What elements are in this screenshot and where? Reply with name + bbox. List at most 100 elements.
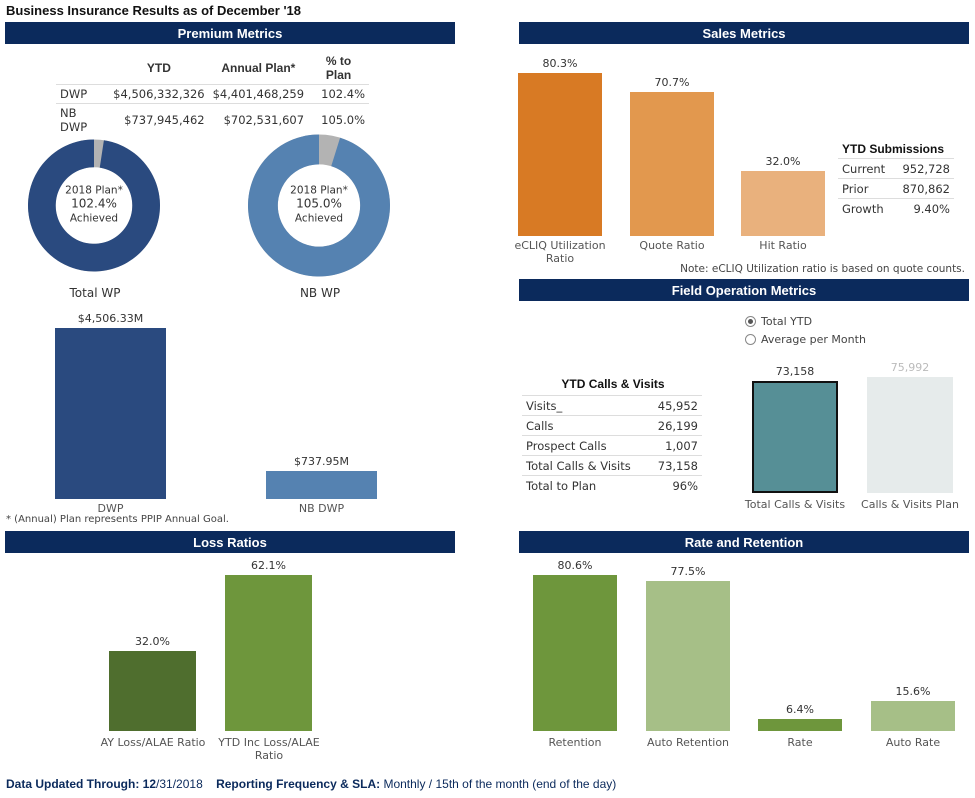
chart-bar [867,377,953,493]
bar-category-label: Rate [787,736,813,749]
bar-data-label: 62.1% [251,559,286,572]
donut-center-text: 102.4% [71,197,117,211]
table-cell: 952,728 [893,158,954,179]
donut-chart: 2018 Plan*105.0% Achieved [247,134,391,277]
table-row: Visits_ 45,952 [522,395,702,416]
bar-data-label: 6.4% [786,703,814,716]
bar-category-label: Auto Retention [646,736,730,749]
chart-bar [533,575,617,731]
table-cell: 26,199 [648,415,702,436]
donut-center-text: Achieved [70,213,118,225]
bar-data-label: 80.6% [557,559,593,572]
radio-unselected-icon [745,334,756,345]
sla-value: Monthly / 15th of the month (end of the … [383,777,617,791]
updated-value-bold: 12 [142,777,157,791]
bar-category-label: AY Loss/ALAE Ratio [100,736,206,749]
field-operation-header: Field Operation Metrics [519,279,969,301]
table-row: DWP $4,506,332,326 $4,401,468,259 102.4% [56,84,369,104]
updated-value: /31/2018 [156,777,203,791]
bar-category-label: Calls & Visits Plan [861,498,959,511]
chart-bar [518,73,602,236]
bar-category-label: eCLIQ Utilization Ratio [514,239,606,265]
table-cell: Calls [522,415,649,436]
donut-center-text: 2018 Plan* [290,185,348,197]
table-cell: 73,158 [648,455,702,476]
table-row: Total to Plan 96% [522,475,702,496]
table-cell: 1,007 [648,435,702,456]
chart-bar [741,171,825,236]
bar-data-label: 32.0% [765,155,801,168]
ecliq-note: Note: eCLIQ Utilization ratio is based o… [680,263,965,275]
chart-bar [225,575,312,731]
donut-center-text: Achieved [295,213,343,225]
bar-category-label: Auto Rate [885,736,941,749]
chart-bar [630,92,714,236]
bar-data-label: 32.0% [135,635,170,648]
bar-data-label: $737.95M [294,455,349,468]
sla-label: Reporting Frequency & SLA: [216,777,381,791]
sales-metrics-header: Sales Metrics [519,22,969,44]
loss-ratios-header: Loss Ratios [5,531,455,553]
total-wp-label: Total WP [69,286,121,300]
radio-total-ytd[interactable]: Total YTD [745,315,812,328]
table-cell: NB DWP [56,103,110,136]
nb-wp-donut: 2018 Plan* 105.0% Achieved [247,133,391,278]
table-cell: Prior [838,178,894,199]
table-cell: $4,506,332,326 [109,84,209,104]
table-cell: 9.40% [893,198,954,219]
radio-average-per-month[interactable]: Average per Month [745,333,866,346]
bar-data-label: $4,506.33M [77,312,144,325]
table-row: Prospect Calls 1,007 [522,435,702,456]
table-cell: Prospect Calls [522,435,649,456]
table-cell: $4,401,468,259 [208,84,309,104]
chart-bar [266,471,377,499]
bar-data-label: 70.7% [654,76,690,89]
chart-bar [752,381,838,493]
donut-chart: 2018 Plan*102.4% Achieved [28,139,160,272]
footer: Data Updated Through: 12/31/2018 Reporti… [6,777,616,791]
premium-col-header: % to Plan [325,54,352,82]
donut-achieved-arc [28,139,160,272]
calls-visits-table: Visits_ 45,952 Calls 26,199 Prospect Calls 1,… [522,395,702,496]
premium-col-header: Annual Plan* [221,61,296,75]
plan-footnote: * (Annual) Plan represents PPIP Annual G… [6,514,229,525]
radio-average-label: Average per Month [761,333,866,346]
table-cell: $702,531,607 [208,103,309,136]
submissions-title: YTD Submissions [842,142,945,156]
bar-data-label: 75,992 [890,361,930,374]
radio-total-ytd-label: Total YTD [761,315,813,328]
bar-data-label: 77.5% [670,565,706,578]
table-cell: Current [838,158,894,179]
table-cell: Growth [838,198,894,219]
table-cell: Total Calls & Visits [522,455,649,476]
chart-bar [871,701,955,731]
table-cell: $737,945,462 [109,103,209,136]
radio-selected-icon [745,316,756,327]
table-cell: 870,862 [893,178,954,199]
updated-label: Data Updated Through: [6,777,140,791]
bar-category-label: NB DWP [298,502,345,515]
table-row: Calls 26,199 [522,415,702,436]
premium-metrics-header: Premium Metrics [5,22,455,44]
total-wp-donut: 2018 Plan* 102.4% Achieved [28,133,160,278]
table-row: Current 952,728 [838,158,954,179]
table-cell: Total to Plan [522,475,649,496]
table-cell: DWP [56,84,110,104]
nb-wp-label: NB WP [299,286,341,300]
table-cell: 105.0% [308,103,369,136]
calls-visits-title: YTD Calls & Visits [561,377,665,391]
donut-center-text: 105.0% [296,197,342,211]
table-cell: 96% [648,475,702,496]
bar-data-label: 80.3% [542,57,578,70]
chart-bar [55,328,166,499]
bar-category-label: Hit Ratio [759,239,807,252]
bar-data-label: 15.6% [895,685,931,698]
donut-achieved-arc [247,134,390,277]
bar-data-label: 73,158 [775,365,815,378]
premium-table: YTD Annual Plan* % to Plan DWP $4,506,332,3… [56,52,369,136]
bar-category-label: Total Calls & Visits [744,498,846,511]
page-title: Business Insurance Results as of Decembe… [6,3,301,18]
premium-col-header [56,52,109,85]
bar-category-label: YTD Inc Loss/ALAE Ratio [218,736,320,762]
bar-category-label: Quote Ratio [639,239,705,252]
